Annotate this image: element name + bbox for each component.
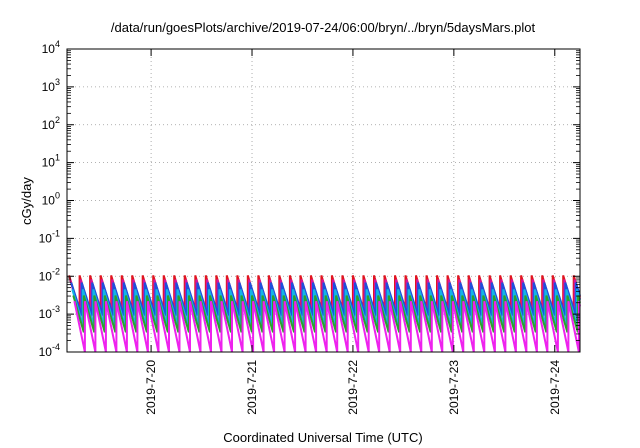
x-tick-label: 2019-7-20 (144, 360, 158, 415)
chart-title: /data/run/goesPlots/archive/2019-07-24/0… (111, 20, 536, 35)
y-tick-label: 103 (42, 77, 60, 94)
series-line (70, 282, 581, 316)
x-tick-label: 2019-7-24 (548, 360, 562, 415)
x-tick-label: 2019-7-21 (245, 360, 259, 415)
tick-marks (67, 48, 580, 353)
y-tick-label: 104 (42, 39, 60, 56)
x-tick-label: 2019-7-23 (447, 360, 461, 415)
series-line (73, 300, 581, 353)
series-group (68, 275, 581, 353)
y-tick-labels: 104 103 102 101 100 10-1 10-2 10-3 10-4 (39, 39, 60, 359)
y-tick-label: 10-2 (39, 266, 60, 283)
y-tick-label: 10-4 (39, 342, 60, 359)
x-axis-label: Coordinated Universal Time (UTC) (223, 430, 422, 445)
y-tick-label: 101 (42, 153, 60, 170)
y-tick-label: 100 (42, 191, 60, 208)
y-axis-label: cGy/day (19, 177, 34, 225)
x-tick-labels: 2019-7-20 2019-7-21 2019-7-22 2019-7-23 2019… (144, 360, 562, 415)
x-tick-label: 2019-7-22 (346, 360, 360, 415)
y-tick-label: 10-1 (39, 228, 60, 245)
y-tick-label: 102 (42, 115, 60, 132)
y-tick-label: 10-3 (39, 304, 60, 321)
